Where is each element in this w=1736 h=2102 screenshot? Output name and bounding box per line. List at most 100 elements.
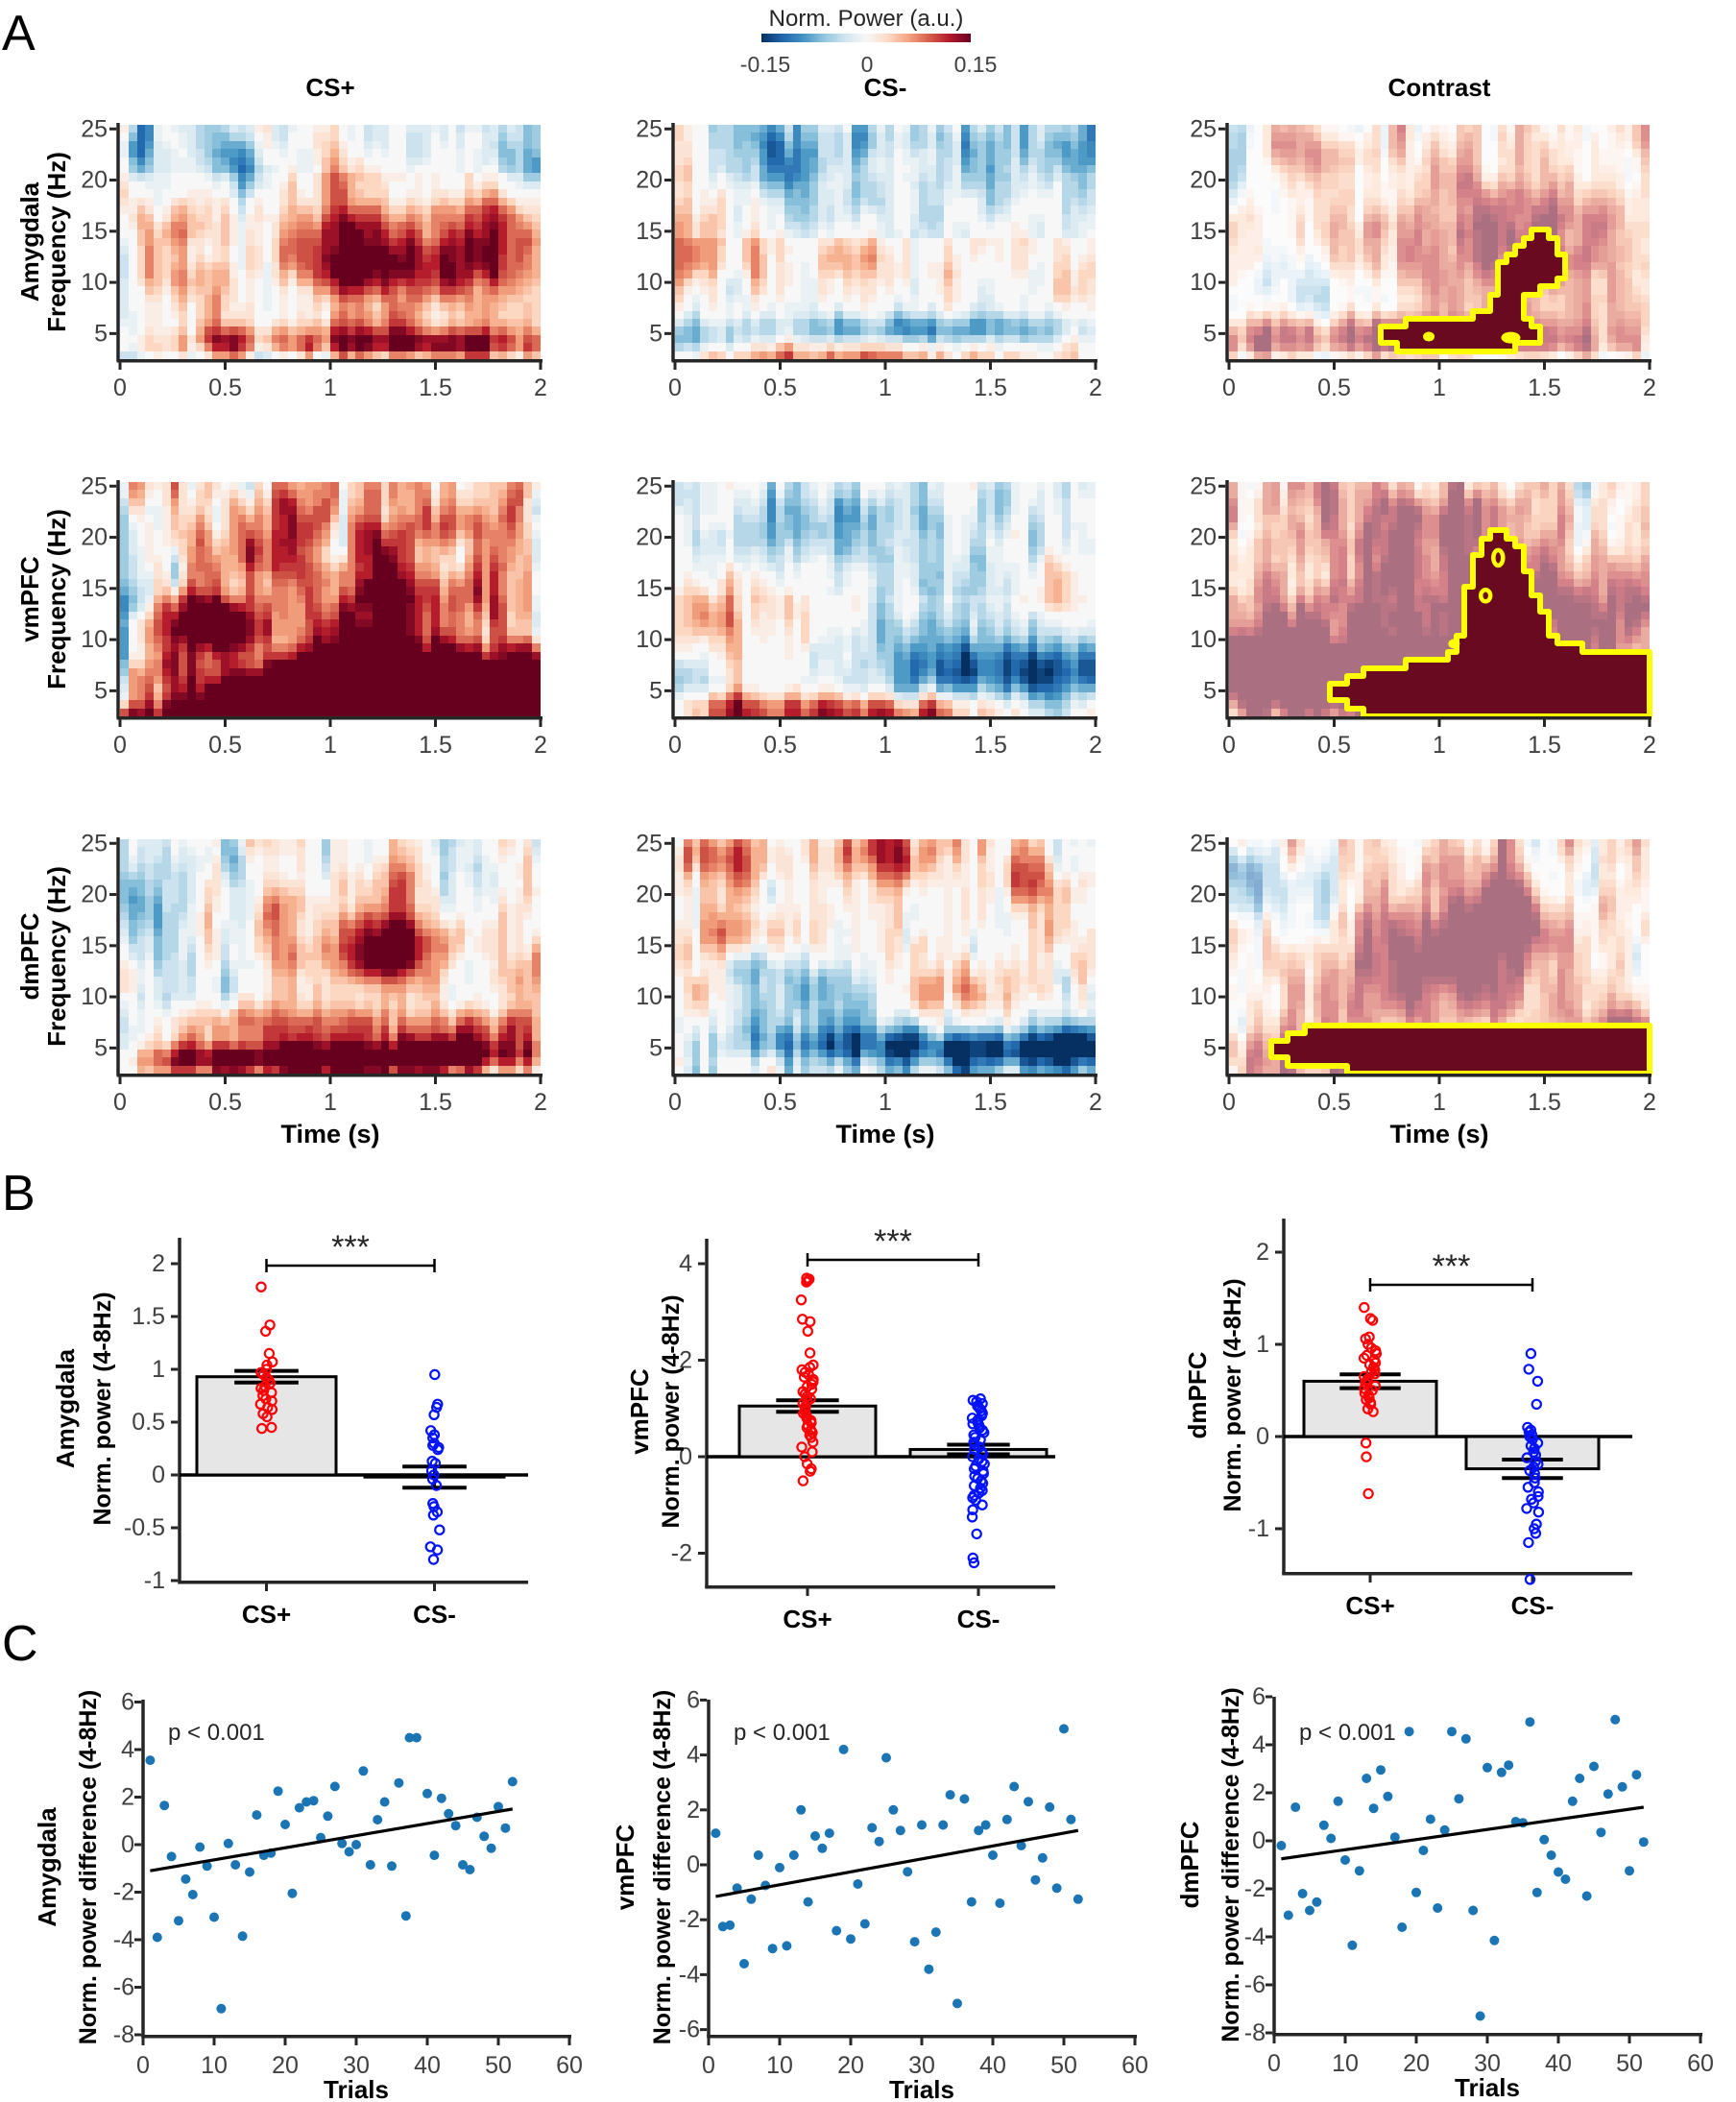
svg-text:6: 6 [121, 1689, 134, 1716]
svg-text:10: 10 [636, 626, 663, 653]
svg-text:10: 10 [1332, 2050, 1359, 2077]
svg-text:10: 10 [1190, 626, 1217, 653]
svg-text:p < 0.001: p < 0.001 [734, 1720, 831, 1746]
svg-text:Time (s): Time (s) [280, 1120, 379, 1148]
svg-text:0: 0 [113, 732, 127, 759]
svg-text:10: 10 [201, 2052, 228, 2079]
svg-text:15: 15 [636, 575, 663, 602]
svg-text:1.5: 1.5 [419, 374, 452, 401]
svg-text:0: 0 [668, 374, 682, 401]
svg-text:Norm. power difference (4-8Hz): Norm. power difference (4-8Hz) [649, 1690, 676, 2045]
svg-text:0.5: 0.5 [208, 1089, 242, 1116]
svg-text:20: 20 [272, 2052, 299, 2079]
svg-text:50: 50 [1050, 2052, 1077, 2079]
svg-text:2: 2 [1643, 732, 1656, 759]
svg-text:2: 2 [687, 1797, 700, 1824]
svg-text:dmPFC: dmPFC [15, 912, 44, 1000]
svg-text:0: 0 [113, 374, 127, 401]
svg-text:5: 5 [1203, 320, 1217, 347]
svg-text:0.5: 0.5 [1317, 1089, 1351, 1116]
svg-text:Trials: Trials [889, 2075, 954, 2102]
svg-text:-4: -4 [679, 1961, 700, 1988]
svg-text:0.15: 0.15 [954, 52, 998, 77]
svg-text:dmPFC: dmPFC [1183, 1351, 1212, 1438]
svg-text:CS-: CS- [864, 73, 907, 102]
svg-text:50: 50 [485, 2052, 512, 2079]
svg-text:1.5: 1.5 [974, 374, 1007, 401]
svg-text:vmPFC: vmPFC [15, 556, 44, 642]
svg-text:A: A [2, 6, 36, 61]
svg-text:5: 5 [94, 320, 108, 347]
svg-text:1: 1 [879, 374, 892, 401]
svg-text:Amygdala: Amygdala [15, 181, 44, 302]
svg-text:-8: -8 [1244, 2019, 1266, 2046]
svg-text:4: 4 [687, 1742, 700, 1769]
svg-text:30: 30 [1474, 2050, 1501, 2077]
svg-text:10: 10 [636, 269, 663, 296]
svg-text:0.5: 0.5 [1317, 732, 1351, 759]
svg-text:10: 10 [81, 269, 108, 296]
svg-text:Frequency (Hz): Frequency (Hz) [42, 866, 71, 1047]
svg-text:20: 20 [636, 882, 663, 908]
svg-text:20: 20 [81, 524, 108, 551]
svg-text:4: 4 [679, 1250, 692, 1277]
svg-text:CS-: CS- [1511, 1591, 1555, 1620]
svg-text:Norm. power (4-8Hz): Norm. power (4-8Hz) [658, 1294, 685, 1528]
svg-text:vmPFC: vmPFC [611, 1824, 639, 1910]
svg-text:Trials: Trials [1455, 2073, 1520, 2102]
svg-text:1: 1 [324, 374, 337, 401]
svg-text:CS+: CS+ [242, 1600, 291, 1629]
svg-text:0.5: 0.5 [132, 1409, 165, 1436]
svg-text:Time (s): Time (s) [835, 1120, 934, 1148]
svg-text:15: 15 [636, 932, 663, 959]
svg-text:Norm. power (4-8Hz): Norm. power (4-8Hz) [89, 1292, 116, 1525]
svg-text:Frequency (Hz): Frequency (Hz) [42, 509, 71, 689]
svg-text:60: 60 [556, 2052, 583, 2079]
svg-text:-2: -2 [113, 1879, 134, 1906]
svg-text:60: 60 [1687, 2050, 1714, 2077]
svg-text:0: 0 [1267, 2050, 1281, 2077]
svg-text:-1: -1 [1248, 1515, 1269, 1542]
svg-text:2: 2 [534, 374, 547, 401]
svg-text:-0.15: -0.15 [740, 52, 790, 77]
svg-text:CS+: CS+ [1345, 1591, 1394, 1620]
svg-text:1: 1 [1433, 1089, 1446, 1116]
svg-text:***: *** [1433, 1248, 1471, 1285]
svg-text:0: 0 [1256, 1423, 1269, 1450]
svg-text:15: 15 [1190, 218, 1217, 245]
svg-text:-6: -6 [1244, 1971, 1266, 1998]
svg-text:-8: -8 [113, 2021, 134, 2048]
svg-text:20: 20 [81, 167, 108, 194]
svg-text:20: 20 [837, 2052, 864, 2079]
svg-text:1.5: 1.5 [132, 1303, 165, 1330]
svg-text:2: 2 [679, 1347, 692, 1374]
svg-text:2: 2 [1252, 1779, 1266, 1806]
svg-text:2: 2 [534, 732, 547, 759]
svg-text:p < 0.001: p < 0.001 [1299, 1720, 1396, 1746]
svg-text:25: 25 [81, 472, 108, 499]
svg-text:25: 25 [81, 115, 108, 142]
svg-text:C: C [2, 1616, 38, 1672]
svg-text:CS-: CS- [957, 1605, 1001, 1633]
svg-text:-4: -4 [1244, 1923, 1266, 1950]
svg-text:1.5: 1.5 [974, 1089, 1007, 1116]
svg-text:***: *** [874, 1223, 912, 1260]
svg-text:Norm. Power (a.u.): Norm. Power (a.u.) [769, 6, 964, 32]
svg-text:0: 0 [687, 1851, 700, 1878]
svg-text:CS+: CS+ [783, 1605, 832, 1633]
svg-text:30: 30 [343, 2052, 370, 2079]
svg-text:5: 5 [649, 320, 663, 347]
svg-text:5: 5 [649, 1034, 663, 1061]
svg-text:40: 40 [979, 2052, 1006, 2079]
svg-text:2: 2 [1643, 1089, 1656, 1116]
svg-text:1: 1 [1433, 732, 1446, 759]
svg-text:5: 5 [94, 677, 108, 704]
svg-text:1: 1 [1433, 374, 1446, 401]
svg-text:B: B [2, 1166, 36, 1221]
svg-text:1: 1 [1256, 1331, 1269, 1358]
svg-text:Amygdala: Amygdala [33, 1807, 61, 1927]
svg-text:50: 50 [1616, 2050, 1643, 2077]
svg-text:0.5: 0.5 [763, 1089, 797, 1116]
svg-text:10: 10 [81, 983, 108, 1010]
svg-text:vmPFC: vmPFC [625, 1368, 654, 1455]
